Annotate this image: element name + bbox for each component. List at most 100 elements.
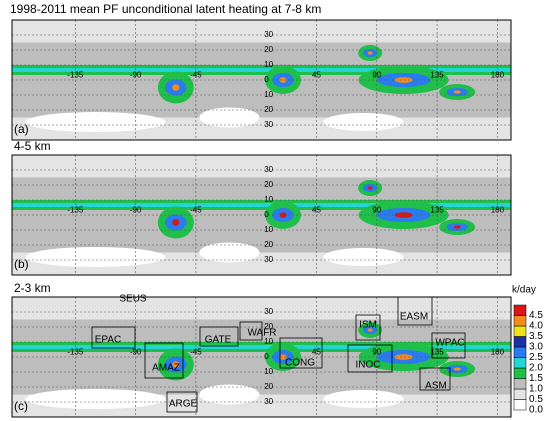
colorbar-swatch [513, 357, 527, 369]
region-label: EASM [400, 312, 428, 323]
lon-tick-label: 180 [491, 71, 505, 80]
region-box [397, 296, 433, 326]
lat-tick-label: 20 [264, 45, 273, 54]
region-label: WPAC [435, 338, 464, 349]
panel-heading: 4-5 km [14, 139, 51, 153]
convective-peak [394, 77, 413, 83]
lon-tick-label: -135 [67, 348, 84, 357]
region-label: EPAC [95, 335, 122, 346]
colorbar-label: 3.0 [529, 342, 543, 353]
region-label: ARGE [169, 399, 198, 410]
colorbar-label: 4.0 [529, 321, 543, 332]
colorbar-label: 1.0 [529, 384, 543, 395]
field [12, 155, 511, 275]
region-box [355, 314, 381, 341]
lat-tick-label: 30 [264, 397, 273, 406]
region-label: ASM [425, 381, 447, 392]
map-frame [11, 154, 512, 276]
map-panel: -135 -90 -45 45 90 135 180 30 20 10 0 10 20 30 (c) [11, 296, 512, 418]
region-box [166, 391, 198, 413]
dry-zone [323, 390, 404, 408]
lon-tick-label: -135 [67, 71, 84, 80]
lat-tick-label: 30 [264, 120, 273, 129]
colorbar-label: 0.0 [529, 405, 543, 416]
colorbar-unit: k/day [512, 285, 536, 296]
region-label: AMAZ [152, 363, 180, 374]
lon-tick-label: 90 [372, 71, 381, 80]
region-box [279, 337, 323, 369]
colorbar-label: 3.5 [529, 331, 543, 342]
convective-peak [453, 90, 461, 94]
lat-tick-label: 10 [264, 225, 273, 234]
convective-peak [367, 186, 373, 190]
dry-zone [199, 384, 260, 405]
region-box [419, 367, 451, 391]
colorbar-label: 1.5 [529, 373, 543, 384]
dry-zone [25, 112, 166, 132]
region-label: SEUS [119, 294, 147, 305]
lat-tick-label: 0 [264, 75, 269, 84]
region-label: CONG [285, 358, 315, 369]
region-box [91, 326, 136, 349]
lat-tick-label: 30 [264, 30, 273, 39]
lat-tick-label: 30 [264, 307, 273, 316]
convective-peak [367, 328, 373, 332]
lon-tick-label: 90 [372, 206, 381, 215]
convective-peak [453, 225, 461, 229]
region-box [144, 342, 184, 379]
convective-peak [172, 84, 180, 91]
panel-label: (a) [14, 122, 29, 136]
lon-tick-label: -135 [67, 206, 84, 215]
lat-tick-label: 20 [264, 105, 273, 114]
map-panel: -135 -90 -45 45 90 135 180 30 20 10 0 10 20 30 (b) [11, 154, 512, 276]
lon-tick-label: -45 [190, 71, 202, 80]
lon-tick-label: 180 [491, 348, 505, 357]
convective-peak [279, 354, 287, 360]
itcz-core [12, 203, 511, 207]
lon-tick-label: 135 [430, 348, 444, 357]
dry-zone [25, 389, 166, 409]
region-label: WAFR [247, 328, 276, 339]
convective-peak [394, 212, 413, 218]
colorbar-label: 2.5 [529, 352, 543, 363]
colorbar-swatch [513, 399, 527, 411]
convective-peak [394, 354, 413, 360]
region-label: INOC [356, 360, 381, 371]
region-label: GATE [205, 335, 232, 346]
map-panel: -135 -90 -45 45 90 135 180 30 20 10 0 10 20 30 (a) [11, 19, 512, 141]
convective-peak [172, 361, 180, 368]
convective-peak [172, 219, 180, 226]
panel-heading: 2-3 km [14, 281, 51, 295]
colorbar-label: 0.5 [529, 394, 543, 405]
lat-tick-label: 0 [264, 352, 269, 361]
convective-peak [279, 212, 287, 218]
figure-title: 1998-2011 mean PF unconditional latent h… [10, 2, 321, 16]
lon-tick-label: -45 [190, 348, 202, 357]
colorbar-swatch [513, 367, 527, 379]
region-box [431, 332, 466, 359]
lon-tick-label: -90 [130, 348, 142, 357]
lon-tick-label: 180 [491, 206, 505, 215]
dry-zone [323, 113, 404, 131]
region-box [347, 344, 393, 373]
lat-tick-label: 20 [264, 382, 273, 391]
lat-tick-label: 20 [264, 240, 273, 249]
lon-tick-label: -90 [130, 206, 142, 215]
lat-tick-label: 30 [264, 165, 273, 174]
dry-zone [323, 248, 404, 266]
region-label: ISM [359, 320, 377, 331]
lat-tick-label: 10 [264, 195, 273, 204]
region-box [199, 326, 239, 347]
lon-tick-label: 45 [312, 206, 321, 215]
colorbar-swatch [513, 388, 527, 400]
colorbar-label: 4.5 [529, 310, 543, 321]
lat-tick-label: 0 [264, 210, 269, 219]
panel-label: (b) [14, 257, 29, 271]
colorbar-swatch [513, 325, 527, 337]
lon-tick-label: 135 [430, 206, 444, 215]
lat-tick-label: 10 [264, 337, 273, 346]
colorbar-swatch [513, 315, 527, 327]
lon-tick-label: 135 [430, 71, 444, 80]
dry-zone [25, 247, 166, 267]
